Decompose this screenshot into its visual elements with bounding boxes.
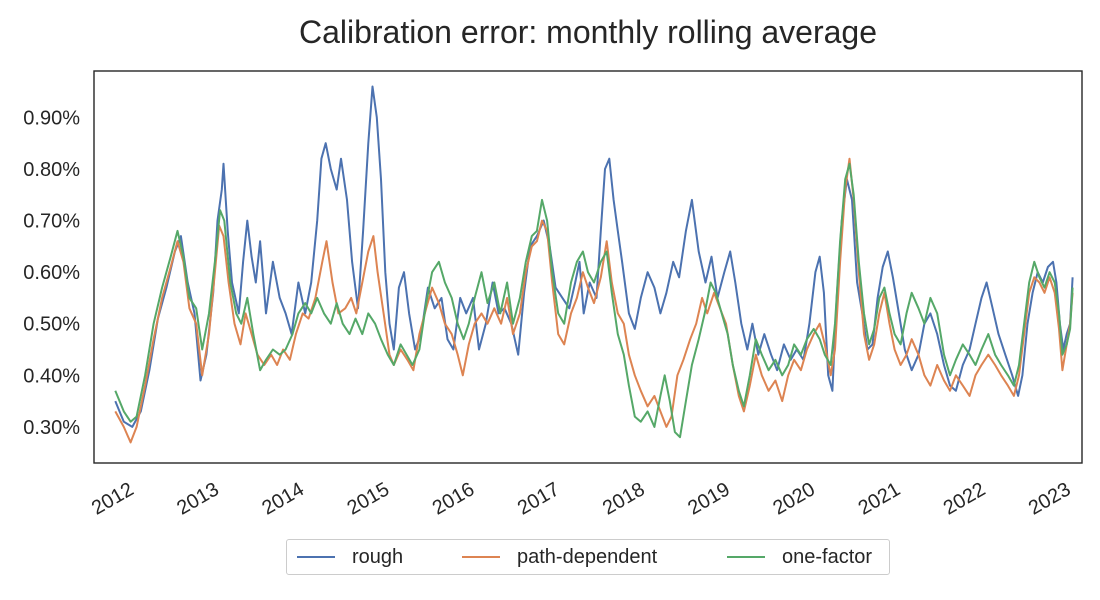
x-tick-label: 2018 [599, 478, 649, 519]
y-axis-ticks: 0.30% 0.40% 0.50% 0.60% 0.70% 0.80% 0.90% [23, 107, 80, 438]
chart-title: Calibration error: monthly rolling avera… [299, 14, 877, 50]
series-line-path-dependent [114, 157, 1074, 444]
legend-item-path-dependent: path-dependent [462, 540, 657, 574]
series-line-rough [114, 85, 1074, 428]
x-tick-label: 2023 [1025, 478, 1075, 519]
y-tick-label: 0.50% [23, 314, 80, 336]
x-tick-label: 2013 [173, 478, 223, 519]
x-axis-ticks: 2012 2013 2014 2015 2016 2017 2018 2019 2020 2021… [88, 478, 1074, 519]
legend-swatch-path-dependent [462, 556, 500, 558]
legend-swatch-one-factor [727, 556, 765, 558]
legend-label-path-dependent: path-dependent [517, 545, 658, 568]
x-tick-label: 2012 [88, 478, 138, 519]
legend-label-rough: rough [352, 545, 404, 568]
x-tick-label: 2015 [344, 478, 394, 519]
y-tick-label: 0.70% [23, 211, 80, 233]
legend: rough path-dependent one-factor [286, 539, 890, 575]
y-tick-label: 0.90% [23, 107, 80, 129]
y-tick-label: 0.40% [23, 365, 80, 387]
x-tick-label: 2017 [514, 478, 564, 519]
legend-swatch-rough [297, 556, 335, 558]
legend-label-one-factor: one-factor [782, 545, 873, 568]
series-layer [114, 85, 1074, 444]
x-tick-label: 2016 [429, 478, 479, 519]
x-tick-label: 2014 [258, 478, 308, 519]
x-tick-label: 2021 [855, 478, 905, 519]
x-tick-label: 2019 [684, 478, 734, 519]
legend-item-one-factor: one-factor [727, 540, 872, 574]
y-tick-label: 0.30% [23, 417, 80, 439]
y-tick-label: 0.80% [23, 159, 80, 181]
x-tick-label: 2022 [940, 478, 990, 519]
series-line-one-factor [114, 162, 1074, 439]
legend-item-rough: rough [297, 540, 403, 574]
x-tick-label: 2020 [769, 478, 819, 519]
y-tick-label: 0.60% [23, 262, 80, 284]
line-chart: Calibration error: monthly rolling avera… [23, 14, 1083, 520]
plot-frame [93, 70, 1083, 464]
